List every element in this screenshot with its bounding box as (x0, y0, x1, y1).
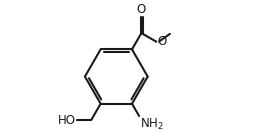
Text: O: O (137, 3, 146, 16)
Text: O: O (157, 35, 166, 48)
Text: HO: HO (58, 114, 76, 127)
Text: NH$_2$: NH$_2$ (140, 117, 163, 132)
